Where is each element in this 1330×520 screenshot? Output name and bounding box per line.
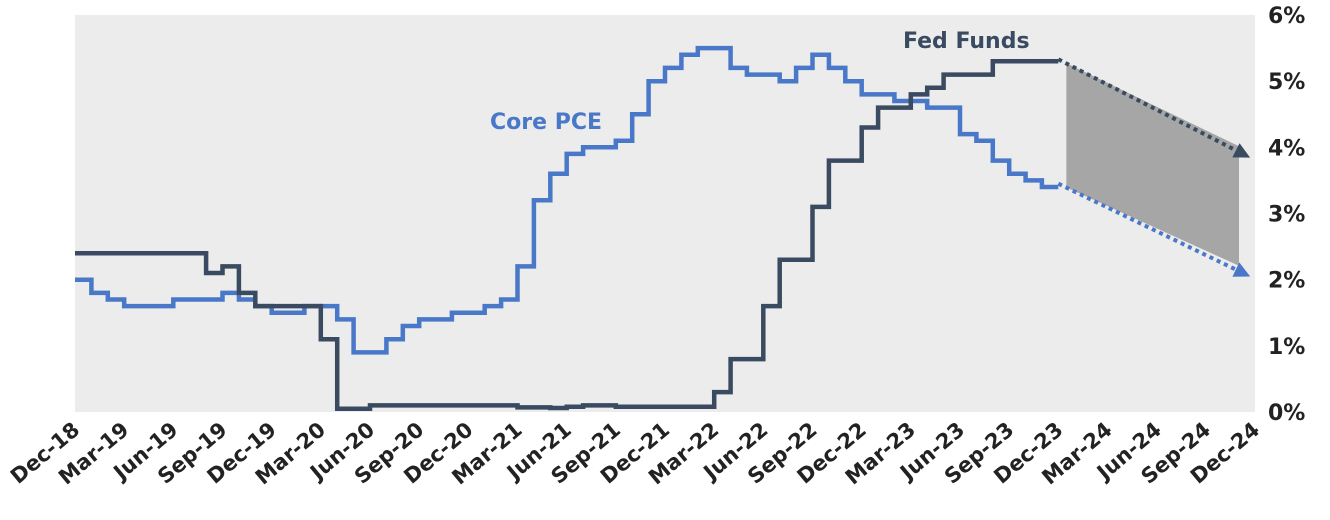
projection-band-layer: [1066, 63, 1239, 266]
projection-line-core-pce: [1057, 181, 1251, 277]
projection-lines-layer: [1057, 57, 1251, 277]
x-axis-ticks: Dec-18Mar-19Jun-19Sep-19Dec-19Mar-20Jun-…: [6, 417, 1264, 489]
series-label-fed-funds: Fed Funds: [903, 29, 1030, 54]
y-axis-ticks: 0% 1% 2% 3% 4% 5% 6%: [1268, 4, 1305, 426]
series-label-core-pce: Core PCE: [490, 110, 602, 135]
series-layer: [75, 45, 1059, 411]
series-line-fed-funds: [75, 59, 1059, 411]
y-tick-label: 6%: [1268, 4, 1305, 29]
series-labels: Core PCE Fed Funds: [490, 29, 1030, 135]
projection-band: [1066, 63, 1239, 266]
y-tick-label: 0%: [1268, 401, 1305, 426]
y-tick-label: 5%: [1268, 70, 1305, 95]
y-tick-label: 4%: [1268, 136, 1305, 161]
projection-line-fed-funds: [1057, 57, 1251, 158]
y-tick-label: 1%: [1268, 335, 1305, 360]
y-tick-label: 3%: [1268, 203, 1305, 228]
y-tick-label: 2%: [1268, 269, 1305, 294]
